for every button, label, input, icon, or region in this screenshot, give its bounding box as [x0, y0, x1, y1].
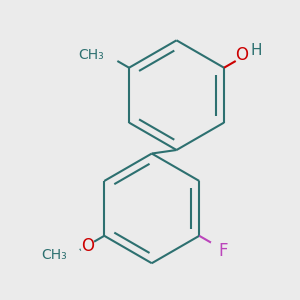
Circle shape: [210, 238, 228, 256]
Circle shape: [235, 45, 256, 66]
Text: CH₃: CH₃: [78, 48, 104, 62]
Text: O: O: [235, 46, 248, 64]
Text: CH₃: CH₃: [41, 248, 67, 262]
Circle shape: [97, 45, 118, 66]
Text: H: H: [250, 43, 262, 58]
Text: F: F: [218, 242, 227, 260]
Circle shape: [80, 238, 94, 253]
Text: O: O: [81, 236, 94, 254]
Circle shape: [61, 245, 80, 265]
